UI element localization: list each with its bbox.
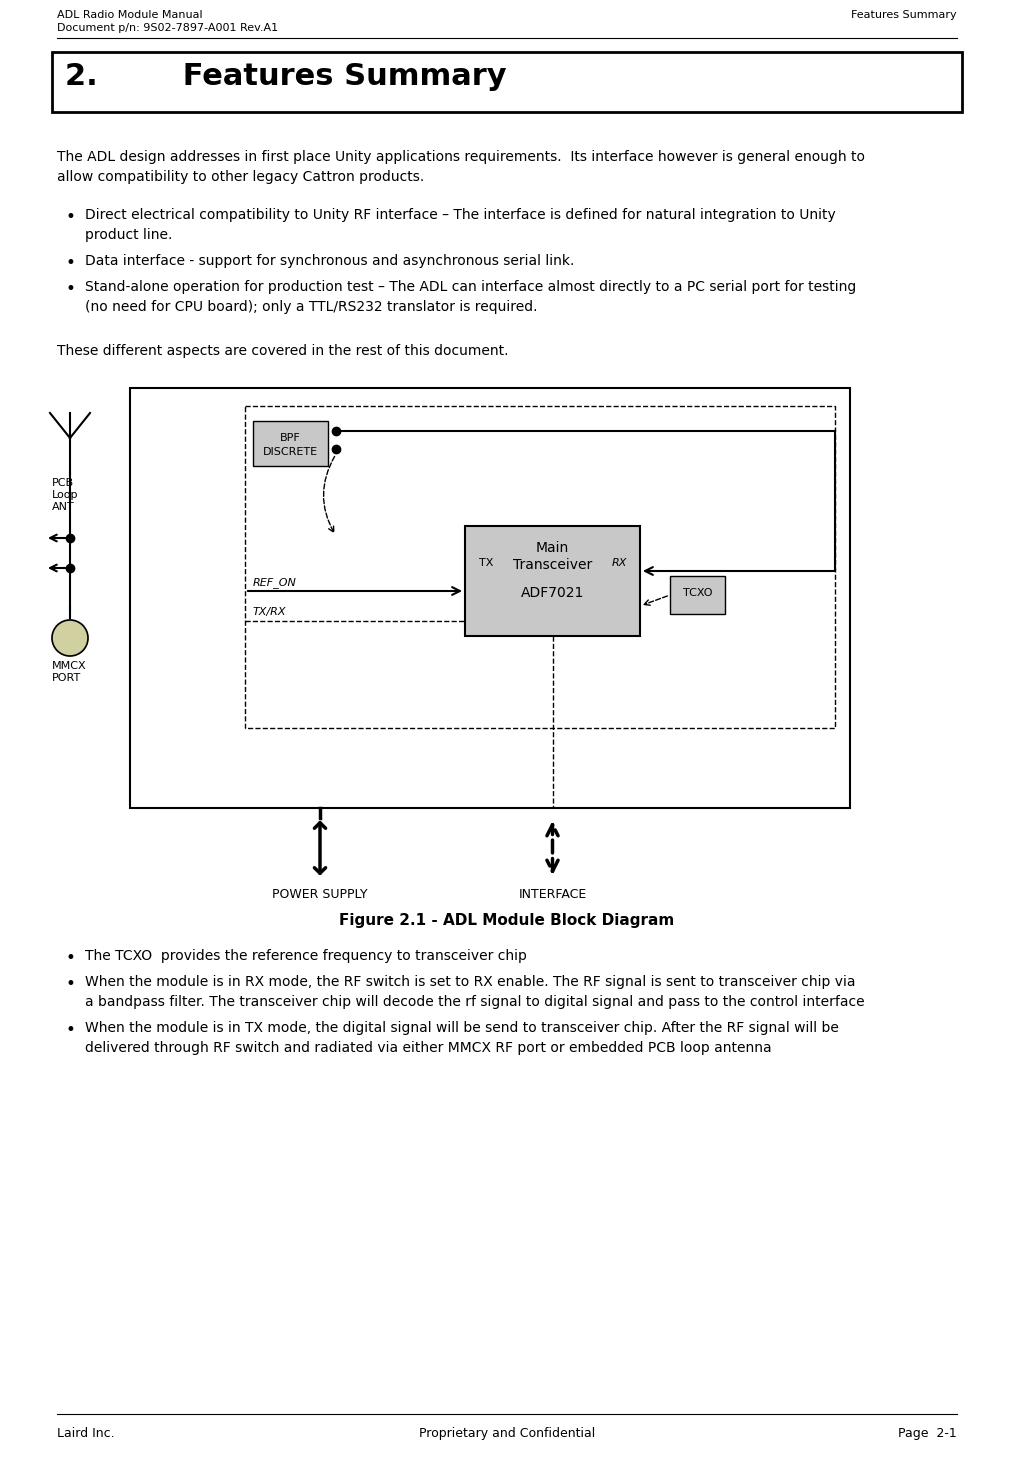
Text: The ADL design addresses in first place Unity applications requirements.  Its in: The ADL design addresses in first place … — [57, 150, 865, 163]
Text: Loop: Loop — [52, 490, 78, 500]
Text: BPF: BPF — [280, 433, 301, 444]
Text: POWER SUPPLY: POWER SUPPLY — [272, 889, 368, 902]
Text: These different aspects are covered in the rest of this document.: These different aspects are covered in t… — [57, 344, 508, 357]
Text: The TCXO  provides the reference frequency to transceiver chip: The TCXO provides the reference frequenc… — [85, 948, 527, 963]
Text: •: • — [65, 209, 75, 226]
Text: •: • — [65, 280, 75, 298]
Text: a bandpass filter. The transceiver chip will decode the rf signal to digital sig: a bandpass filter. The transceiver chip … — [85, 995, 865, 1010]
Text: Figure 2.1 - ADL Module Block Diagram: Figure 2.1 - ADL Module Block Diagram — [340, 913, 674, 928]
Text: RX: RX — [612, 557, 628, 568]
Circle shape — [52, 620, 88, 657]
Text: Stand-alone operation for production test – The ADL can interface almost directl: Stand-alone operation for production tes… — [85, 280, 856, 295]
Text: 2.        Features Summary: 2. Features Summary — [65, 61, 507, 90]
Text: Document p/n: 9S02-7897-A001 Rev.A1: Document p/n: 9S02-7897-A001 Rev.A1 — [57, 23, 278, 34]
Text: TCXO: TCXO — [682, 588, 712, 598]
Bar — [670, 576, 725, 614]
Text: When the module is in TX mode, the digital signal will be send to transceiver ch: When the module is in TX mode, the digit… — [85, 1021, 839, 1034]
Text: REF_ON: REF_ON — [254, 576, 297, 588]
Text: Data interface - support for synchronous and asynchronous serial link.: Data interface - support for synchronous… — [85, 254, 574, 268]
Text: product line.: product line. — [85, 228, 172, 242]
Text: Proprietary and Confidential: Proprietary and Confidential — [419, 1427, 595, 1440]
Bar — [245, 406, 835, 728]
Text: •: • — [65, 948, 75, 967]
Text: Direct electrical compatibility to Unity RF interface – The interface is defined: Direct electrical compatibility to Unity… — [85, 209, 836, 222]
Text: delivered through RF switch and radiated via either MMCX RF port or embedded PCB: delivered through RF switch and radiated… — [85, 1042, 772, 1055]
Text: ADF7021: ADF7021 — [521, 587, 584, 600]
Text: •: • — [65, 975, 75, 994]
Text: INTERFACE: INTERFACE — [518, 889, 587, 902]
Text: allow compatibility to other legacy Cattron products.: allow compatibility to other legacy Catt… — [57, 171, 424, 184]
Text: •: • — [65, 1021, 75, 1039]
Text: PORT: PORT — [52, 673, 81, 683]
Text: TX: TX — [479, 557, 494, 568]
Text: Page  2-1: Page 2-1 — [898, 1427, 957, 1440]
Text: ANT: ANT — [52, 502, 75, 512]
Bar — [465, 527, 640, 636]
Bar — [52, 53, 962, 112]
Text: Transceiver: Transceiver — [513, 557, 592, 572]
Text: •: • — [65, 254, 75, 271]
Text: Main: Main — [535, 541, 569, 554]
Text: DISCRETE: DISCRETE — [263, 446, 318, 457]
Text: Features Summary: Features Summary — [852, 10, 957, 20]
Text: ADL Radio Module Manual: ADL Radio Module Manual — [57, 10, 203, 20]
Text: (no need for CPU board); only a TTL/RS232 translator is required.: (no need for CPU board); only a TTL/RS23… — [85, 301, 537, 314]
Bar — [254, 422, 328, 465]
Text: MMCX: MMCX — [52, 661, 86, 671]
Bar — [130, 388, 850, 808]
Text: When the module is in RX mode, the RF switch is set to RX enable. The RF signal : When the module is in RX mode, the RF sw… — [85, 975, 856, 989]
Text: TX/RX: TX/RX — [254, 607, 287, 617]
Text: Laird Inc.: Laird Inc. — [57, 1427, 115, 1440]
Text: PCB: PCB — [52, 479, 74, 487]
